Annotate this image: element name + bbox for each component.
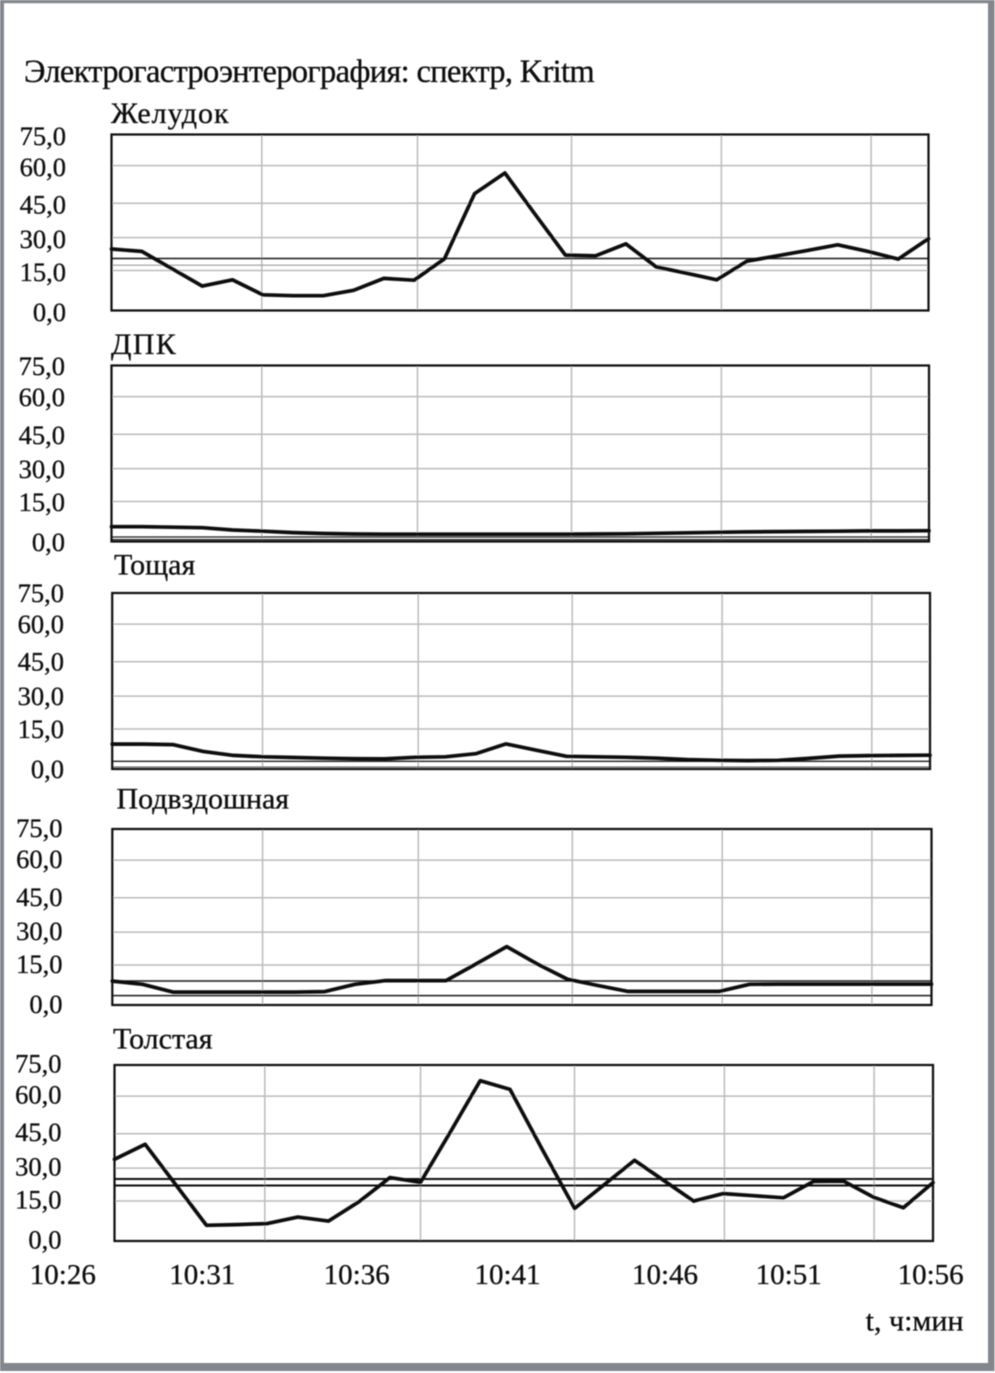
- svg-text:60,0: 60,0: [16, 844, 62, 874]
- svg-text:30,0: 30,0: [16, 916, 62, 946]
- svg-text:30,0: 30,0: [18, 681, 64, 711]
- svg-text:Толстая: Толстая: [113, 1022, 213, 1055]
- svg-text:60,0: 60,0: [18, 609, 64, 639]
- svg-text:45,0: 45,0: [16, 882, 62, 912]
- svg-text:45,0: 45,0: [18, 647, 64, 677]
- svg-text:10:31: 10:31: [169, 1259, 235, 1291]
- svg-text:75,0: 75,0: [19, 351, 65, 381]
- svg-text:0,0: 0,0: [33, 297, 66, 327]
- svg-text:10:41: 10:41: [474, 1259, 540, 1291]
- svg-text:ДПК: ДПК: [111, 328, 177, 361]
- svg-text:15,0: 15,0: [15, 1184, 61, 1214]
- svg-text:0,0: 0,0: [28, 1224, 61, 1254]
- svg-text:30,0: 30,0: [15, 1151, 61, 1181]
- svg-text:60,0: 60,0: [15, 1079, 61, 1109]
- svg-text:60,0: 60,0: [19, 382, 65, 412]
- svg-text:45,0: 45,0: [19, 420, 65, 450]
- svg-text:45,0: 45,0: [15, 1117, 61, 1147]
- svg-text:10:36: 10:36: [324, 1259, 390, 1291]
- svg-text:t, ч:мин: t, ч:мин: [866, 1305, 964, 1338]
- svg-text:10:46: 10:46: [632, 1259, 698, 1291]
- svg-text:75,0: 75,0: [15, 1048, 61, 1078]
- svg-text:15,0: 15,0: [16, 949, 62, 979]
- svg-text:15,0: 15,0: [18, 714, 64, 744]
- svg-text:0,0: 0,0: [31, 754, 64, 784]
- svg-text:10:26: 10:26: [30, 1259, 96, 1291]
- svg-text:60,0: 60,0: [20, 152, 66, 182]
- svg-text:30,0: 30,0: [20, 224, 66, 254]
- svg-text:75,0: 75,0: [16, 813, 62, 843]
- svg-text:Подвздошная: Подвздошная: [117, 782, 290, 815]
- svg-text:Тощая: Тощая: [114, 549, 195, 582]
- svg-text:0,0: 0,0: [32, 527, 65, 557]
- svg-text:10:51: 10:51: [756, 1259, 822, 1291]
- svg-text:30,0: 30,0: [19, 454, 65, 484]
- svg-text:10:56: 10:56: [898, 1259, 964, 1291]
- svg-text:15,0: 15,0: [20, 257, 66, 287]
- svg-text:Электрогастроэнтерография: спе: Электрогастроэнтерография: спектр, Kritm: [24, 54, 594, 90]
- svg-text:15,0: 15,0: [19, 487, 65, 517]
- svg-text:0,0: 0,0: [29, 989, 62, 1019]
- svg-text:Желудок: Желудок: [111, 97, 230, 130]
- svg-text:75,0: 75,0: [20, 121, 66, 151]
- svg-text:45,0: 45,0: [20, 190, 66, 220]
- svg-text:75,0: 75,0: [18, 578, 64, 608]
